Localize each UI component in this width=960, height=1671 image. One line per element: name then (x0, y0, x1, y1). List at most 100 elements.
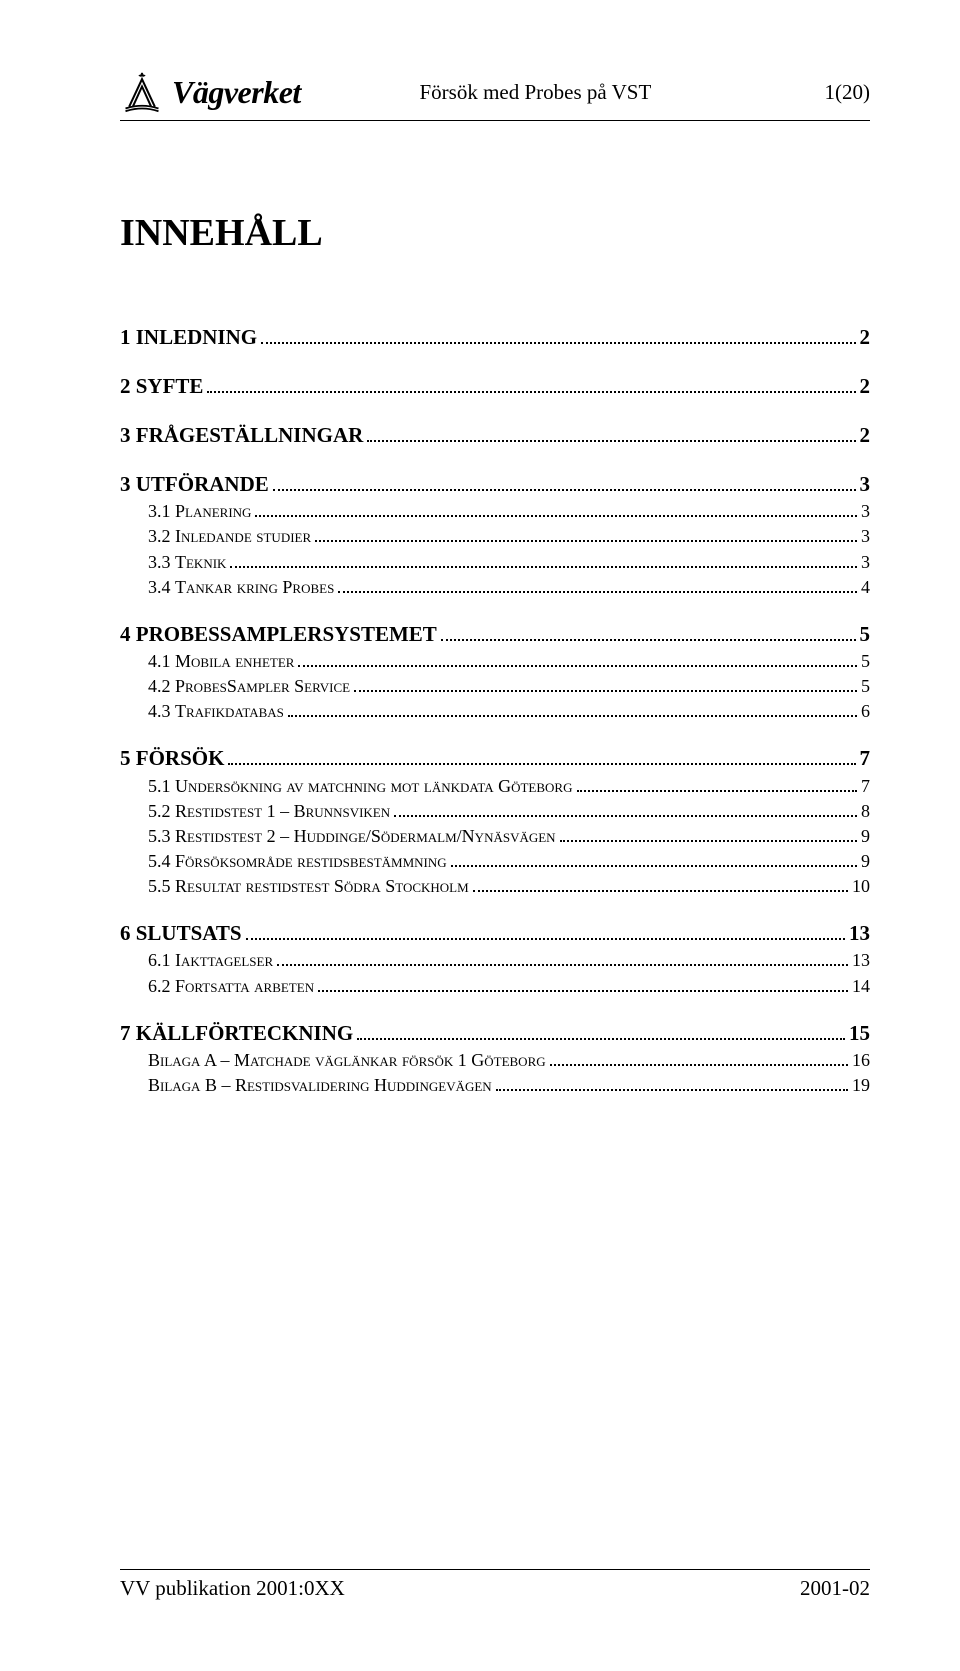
toc-label: 1 INLEDNING (120, 325, 257, 350)
toc-entry: 6.2 Fortsatta arbeten 14 (148, 975, 870, 996)
toc-leader (394, 801, 857, 817)
toc-leader (230, 551, 857, 567)
toc-page: 15 (849, 1021, 870, 1046)
toc-entry: 3.1 Planering 3 (148, 501, 870, 522)
toc-page: 5 (861, 676, 870, 697)
toc-leader (246, 921, 845, 940)
toc-entry: 4.1 Mobila enheter 5 (148, 651, 870, 672)
page-title: INNEHÅLL (120, 211, 870, 255)
toc-entry: 4.2 ProbesSampler Service 5 (148, 676, 870, 697)
toc-leader (354, 676, 857, 692)
page-number: 1(20) (810, 80, 870, 105)
toc-page: 3 (860, 472, 871, 497)
toc-label: 6 SLUTSATS (120, 921, 242, 946)
toc-entry: 3.2 Inledande studier 3 (148, 526, 870, 547)
toc-entry: 5.2 Restidstest 1 – Brunnsviken 8 (148, 801, 870, 822)
toc-label: 5.5 Resultat restidstest Södra Stockholm (148, 876, 469, 897)
toc-label: 4.3 Trafikdatabas (148, 701, 284, 722)
toc-page: 2 (860, 423, 871, 448)
toc-leader (441, 622, 856, 641)
toc-leader (357, 1021, 845, 1040)
toc-label: 6.2 Fortsatta arbeten (148, 976, 314, 997)
toc-leader (338, 577, 857, 593)
toc-label: 5.4 Försöksområde restidsbestämmning (148, 851, 447, 872)
toc-page: 9 (861, 851, 870, 872)
toc-page: 9 (861, 826, 870, 847)
toc-entry: 5.4 Försöksområde restidsbestämmning 9 (148, 851, 870, 872)
toc-entry: 3.3 Teknik 3 (148, 551, 870, 572)
toc-leader (298, 651, 857, 667)
toc-entry: 5.3 Restidstest 2 – Huddinge/Södermalm/N… (148, 826, 870, 847)
vagverket-logo-icon (120, 70, 164, 114)
toc-leader (228, 746, 855, 765)
toc-leader (288, 701, 857, 717)
page-header: Vägverket Försök med Probes på VST 1(20) (120, 70, 870, 121)
toc-leader (261, 325, 855, 344)
toc-leader (277, 950, 848, 966)
toc-page: 13 (852, 950, 870, 971)
toc-entry: 6.1 Iakttagelser 13 (148, 950, 870, 971)
toc-leader (577, 775, 858, 791)
toc-label: 3 FRÅGESTÄLLNINGAR (120, 423, 363, 448)
toc-page: 3 (861, 501, 870, 522)
toc-page: 10 (852, 876, 870, 897)
toc-page: 6 (861, 701, 870, 722)
toc-entry: 4.3 Trafikdatabas 6 (148, 701, 870, 722)
toc-entry: 4 PROBESSAMPLERSYSTEMET 5 (120, 622, 870, 647)
toc-label: 5.2 Restidstest 1 – Brunnsviken (148, 801, 390, 822)
toc-entry: 5.1 Undersökning av matchning mot länkda… (148, 775, 870, 796)
toc-leader (451, 851, 857, 867)
toc-entry: 5.5 Resultat restidstest Södra Stockholm… (148, 876, 870, 897)
toc-leader (315, 526, 857, 542)
toc-label: 3.3 Teknik (148, 552, 226, 573)
footer-right: 2001-02 (800, 1576, 870, 1601)
toc-leader (560, 826, 857, 842)
toc-page: 19 (852, 1075, 870, 1096)
table-of-contents: 1 INLEDNING22 SYFTE23 FRÅGESTÄLLNINGAR23… (120, 325, 870, 1096)
toc-page: 8 (861, 801, 870, 822)
toc-entry: 5 FÖRSÖK7 (120, 746, 870, 771)
toc-label: 3 UTFÖRANDE (120, 472, 269, 497)
toc-entry: Bilaga B – Restidsvalidering Huddingeväg… (148, 1075, 870, 1096)
toc-entry: 2 SYFTE 2 (120, 374, 870, 399)
toc-label: Bilaga B – Restidsvalidering Huddingeväg… (148, 1075, 492, 1096)
toc-label: 5 FÖRSÖK (120, 746, 224, 771)
toc-leader (550, 1050, 848, 1066)
toc-leader (367, 423, 855, 442)
toc-entry: 3.4 Tankar kring Probes4 (148, 577, 870, 598)
toc-entry: Bilaga A – Matchade väglänkar försök 1 G… (148, 1050, 870, 1071)
toc-label: 6.1 Iakttagelser (148, 950, 273, 971)
toc-label: 3.2 Inledande studier (148, 526, 311, 547)
toc-label: 5.3 Restidstest 2 – Huddinge/Södermalm/N… (148, 826, 556, 847)
toc-page: 3 (861, 526, 870, 547)
toc-label: 5.1 Undersökning av matchning mot länkda… (148, 776, 573, 797)
toc-page: 2 (860, 325, 871, 350)
toc-page: 13 (849, 921, 870, 946)
toc-label: 2 SYFTE (120, 374, 203, 399)
toc-leader (496, 1075, 848, 1091)
toc-page: 14 (852, 976, 870, 997)
toc-label: 4.1 Mobila enheter (148, 651, 294, 672)
footer-left: VV publikation 2001:0XX (120, 1576, 345, 1601)
toc-leader (255, 501, 857, 517)
toc-page: 4 (861, 577, 870, 598)
toc-page: 2 (860, 374, 871, 399)
page-footer: VV publikation 2001:0XX 2001-02 (120, 1569, 870, 1601)
toc-label: 4.2 ProbesSampler Service (148, 676, 350, 697)
toc-entry: 1 INLEDNING 2 (120, 325, 870, 350)
toc-label: 4 PROBESSAMPLERSYSTEMET (120, 622, 437, 647)
toc-entry: 3 UTFÖRANDE 3 (120, 472, 870, 497)
toc-page: 5 (861, 651, 870, 672)
toc-leader (207, 374, 855, 393)
toc-label: Bilaga A – Matchade väglänkar försök 1 G… (148, 1050, 546, 1071)
toc-leader (318, 975, 848, 991)
toc-page: 5 (860, 622, 871, 647)
toc-entry: 6 SLUTSATS 13 (120, 921, 870, 946)
toc-page: 3 (861, 552, 870, 573)
toc-entry: 3 FRÅGESTÄLLNINGAR 2 (120, 423, 870, 448)
toc-leader (473, 876, 848, 892)
toc-page: 16 (852, 1050, 870, 1071)
toc-label: 7 KÄLLFÖRTECKNING (120, 1021, 353, 1046)
toc-label: 3.1 Planering (148, 501, 251, 522)
toc-entry: 7 KÄLLFÖRTECKNING 15 (120, 1021, 870, 1046)
